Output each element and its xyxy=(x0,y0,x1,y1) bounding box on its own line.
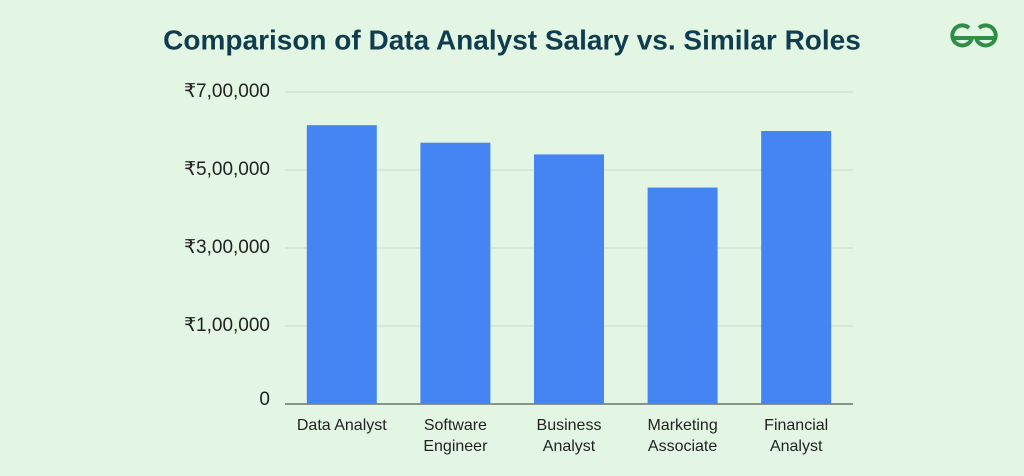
y-tick-label: ₹5,00,000 xyxy=(184,159,270,180)
bar xyxy=(647,187,718,404)
x-tick-label: Business Analyst xyxy=(536,417,602,455)
y-tick-label: ₹7,00,000 xyxy=(184,81,270,102)
y-tick-label: ₹3,00,000 xyxy=(184,237,270,258)
chart-title: Comparison of Data Analyst Salary vs. Si… xyxy=(163,24,861,55)
bar xyxy=(761,131,832,404)
x-tick-label: Financial Analyst xyxy=(764,417,829,455)
x-tick-label: Marketing Associate xyxy=(647,417,718,455)
y-tick-label: ₹1,00,000 xyxy=(184,315,270,336)
x-tick-label: Software Engineer xyxy=(423,417,488,455)
x-tick-label: Data Analyst xyxy=(296,417,387,434)
bar xyxy=(420,142,491,404)
bar xyxy=(534,154,604,404)
logo xyxy=(950,23,998,48)
bar xyxy=(306,125,377,405)
y-baseline-label: 0 xyxy=(259,389,270,410)
